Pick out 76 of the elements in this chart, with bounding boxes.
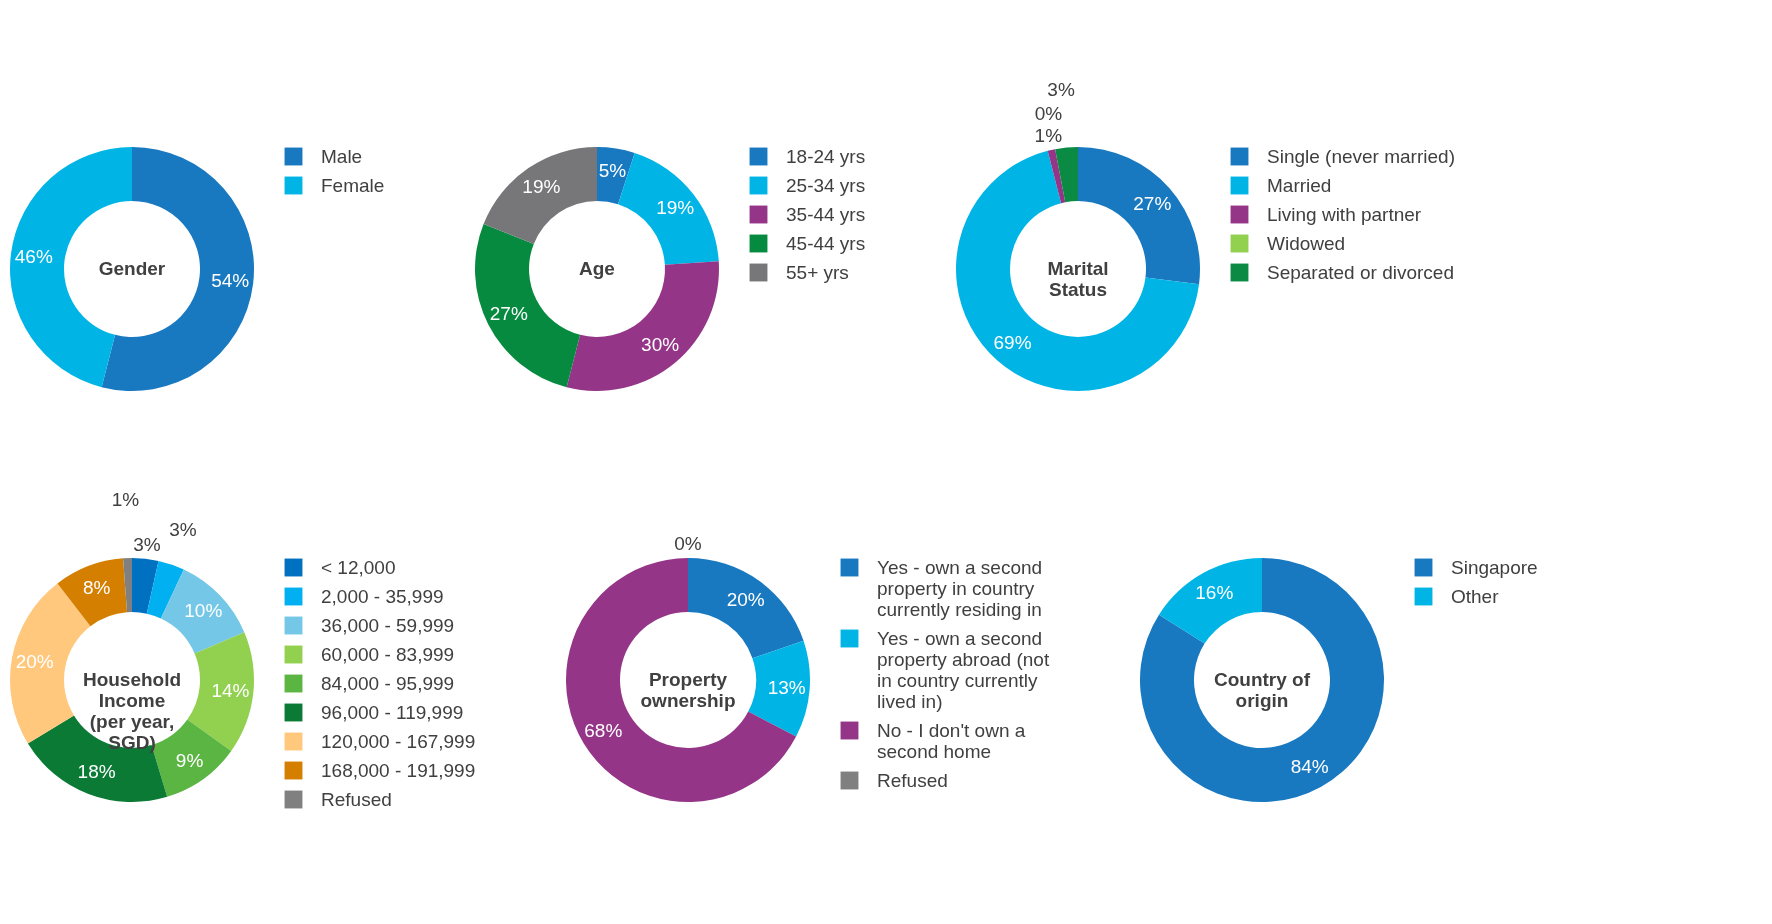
- text: 0%: [674, 533, 702, 554]
- legend-label: 18-24 yrs: [786, 145, 866, 167]
- data-label: 19%: [522, 176, 561, 198]
- donut-slice: [1047, 149, 1066, 204]
- data-label: 14%: [211, 679, 250, 701]
- donut-slice: [748, 640, 810, 737]
- text: Age: [579, 258, 615, 279]
- donut-slice: [146, 560, 184, 619]
- donut-slice: [1055, 147, 1078, 203]
- legend-label: Separated or divorced: [1267, 261, 1454, 283]
- legend-label: 2,000 - 35,999: [321, 585, 444, 607]
- legend-label: 96,000 - 119,999: [321, 701, 464, 723]
- donut-slice: [1140, 558, 1384, 802]
- data-label: 5%: [598, 160, 627, 182]
- legend-label: Singapore: [1451, 556, 1538, 578]
- legend-label: 36,000 - 59,999: [321, 614, 455, 636]
- legend-label: Single (never married): [1267, 145, 1455, 167]
- data-label: 54%: [211, 270, 250, 292]
- donut-slice: [483, 147, 597, 244]
- data-label: 3%: [1047, 78, 1075, 100]
- text: 0%: [1034, 102, 1063, 124]
- donut-slice: [123, 558, 132, 613]
- data-label: 19%: [656, 197, 695, 219]
- legend-label: Female: [321, 174, 385, 196]
- legend-label: 25-34 yrs: [786, 174, 866, 196]
- data-label: 20%: [15, 651, 54, 673]
- legend-label: Widowed: [1267, 232, 1346, 254]
- donut-slice: [57, 558, 128, 627]
- data-label: 84%: [1290, 755, 1329, 777]
- data-label: 27%: [1133, 192, 1172, 214]
- donut-slice: [566, 261, 719, 391]
- legend-label: Refused: [321, 788, 392, 810]
- legend-label: Other: [1451, 585, 1500, 607]
- data-label: 16%: [1195, 582, 1234, 604]
- legend-label: 35-44 yrs: [786, 203, 866, 225]
- legend-label: Married: [1267, 174, 1332, 196]
- legend-label: 84,000 - 95,999: [321, 672, 455, 694]
- legend-label: Yes - own a second property in country currently residing in: [877, 556, 1043, 620]
- data-label: 46%: [14, 245, 53, 267]
- legend-label: Male: [321, 145, 363, 167]
- legend-label: 60,000 - 83,999: [321, 643, 455, 665]
- data-label: 10%: [184, 600, 223, 622]
- legend-label: No - I don't own a second home: [877, 719, 1026, 762]
- data-label: 8%: [82, 576, 111, 598]
- data-label: 18%: [77, 761, 116, 783]
- legend-label: 120,000 - 167,999: [321, 730, 476, 752]
- donut-slice: [956, 150, 1200, 391]
- legend-label: Refused: [877, 769, 948, 791]
- data-label: 9%: [175, 749, 204, 771]
- donut-slice: [160, 569, 245, 654]
- legend-label: 168,000 - 191,999: [321, 759, 476, 781]
- text: Marital Status: [1047, 258, 1109, 300]
- data-label: 69%: [993, 332, 1032, 354]
- data-label: 20%: [726, 588, 765, 610]
- data-label: 3%: [169, 519, 197, 541]
- text: Gender: [98, 258, 166, 279]
- data-label: 3%: [133, 533, 161, 555]
- donut-slice: [688, 558, 804, 659]
- data-label: 13%: [767, 676, 806, 698]
- text: Property ownership: [640, 669, 736, 711]
- donut-slice: [1158, 558, 1262, 644]
- donut-slice: [475, 224, 581, 388]
- donut-slice: [132, 558, 159, 614]
- donut-slice: [187, 632, 254, 751]
- text: Country of origin: [1213, 669, 1311, 711]
- data-label: 1%: [1034, 125, 1063, 147]
- data-label: 68%: [584, 720, 623, 742]
- legend-label: 45-44 yrs: [786, 232, 866, 254]
- legend-label: Yes - own a second property abroad (not in country currently lived in): [877, 627, 1050, 712]
- data-label: 30%: [641, 334, 680, 356]
- legend-label: < 12,000: [321, 556, 396, 578]
- legend-label: 55+ yrs: [786, 261, 849, 283]
- donut-slice: [101, 147, 254, 391]
- data-label: 1%: [111, 489, 140, 511]
- legend-label: Living with partner: [1267, 203, 1422, 225]
- data-label: 27%: [489, 302, 528, 324]
